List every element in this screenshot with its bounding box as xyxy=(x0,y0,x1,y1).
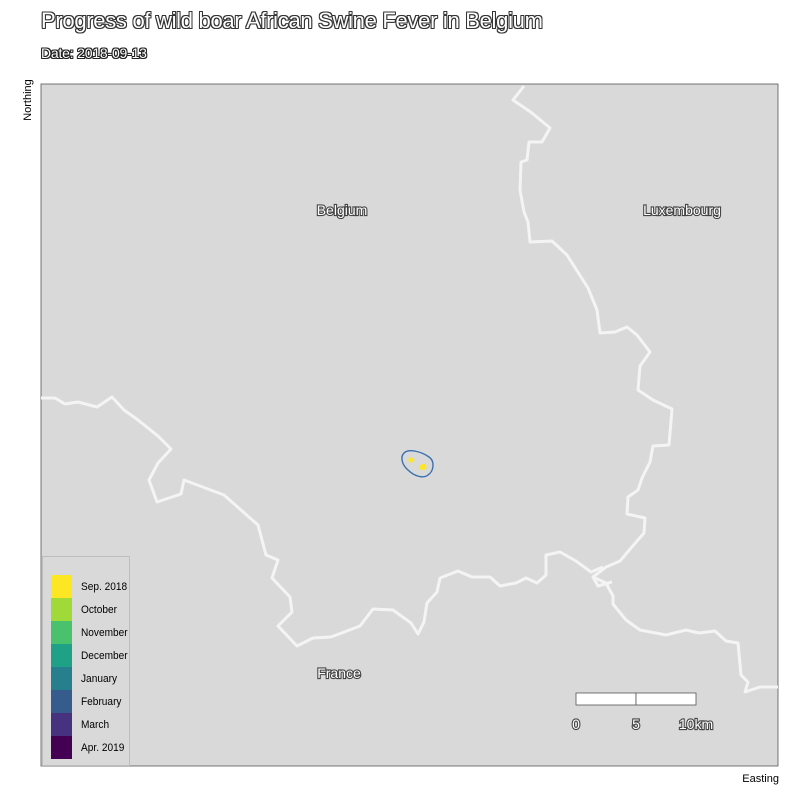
region-label-belgium: Belgium xyxy=(317,202,368,218)
legend-swatch xyxy=(51,575,72,598)
legend: Sep. 2018 October November December Janu… xyxy=(42,556,130,766)
map-background xyxy=(40,83,779,767)
legend-item: March xyxy=(51,713,112,736)
scale-bar: 0 5 10km xyxy=(571,692,714,733)
legend-item: October xyxy=(51,598,120,621)
legend-label: Sep. 2018 xyxy=(81,580,128,593)
legend-swatch xyxy=(51,598,72,621)
legend-item: Apr. 2019 xyxy=(51,736,128,759)
scale-bar-segment xyxy=(635,692,697,706)
legend-label: December xyxy=(81,649,128,662)
legend-label: February xyxy=(81,695,122,708)
legend-item: November xyxy=(51,621,132,644)
region-label-luxembourg: Luxembourg xyxy=(643,202,721,218)
map-title: Progress of wild boar African Swine Feve… xyxy=(41,8,543,33)
border-belgium-luxembourg xyxy=(511,85,674,588)
legend-item: January xyxy=(51,667,120,690)
border-belgium-france xyxy=(41,395,604,648)
scale-bar-tick-label: 0 xyxy=(572,716,580,732)
legend-item: February xyxy=(51,690,125,713)
legend-swatch xyxy=(51,736,72,759)
legend-label: March xyxy=(81,718,110,731)
legend-label: November xyxy=(81,626,128,639)
border-luxembourg-france xyxy=(592,575,778,694)
legend-item: December xyxy=(51,644,132,667)
legend-swatch xyxy=(51,667,72,690)
legend-swatch xyxy=(51,621,72,644)
scale-bar-tick-label: 5 xyxy=(632,716,640,732)
scale-bar-tick-label: 10km xyxy=(679,716,713,732)
scale-bar-segment xyxy=(575,692,637,706)
infection-zone xyxy=(401,450,434,478)
region-label-france: France xyxy=(317,665,361,681)
map-subtitle-date: Date: 2018-09-13 xyxy=(41,45,147,61)
infection-zone-outline xyxy=(401,450,434,478)
legend-swatch xyxy=(51,644,72,667)
x-axis-label: Easting xyxy=(742,773,779,785)
legend-swatch xyxy=(51,690,72,713)
legend-label: October xyxy=(81,603,118,616)
legend-item: Sep. 2018 xyxy=(51,575,131,598)
case-point xyxy=(419,463,427,471)
legend-swatch xyxy=(51,713,72,736)
case-point xyxy=(408,457,414,463)
legend-label: Apr. 2019 xyxy=(81,741,125,754)
legend-label: January xyxy=(81,672,118,685)
